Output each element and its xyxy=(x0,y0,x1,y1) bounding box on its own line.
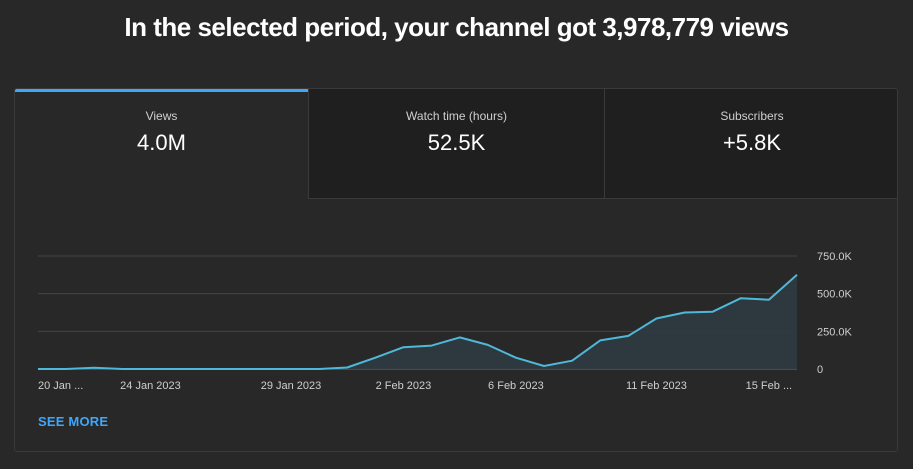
data-point[interactable] xyxy=(653,316,659,322)
tab-views[interactable]: Views 4.0M xyxy=(15,89,309,199)
data-point[interactable] xyxy=(597,337,603,343)
views-area-fill xyxy=(38,274,797,369)
data-point[interactable] xyxy=(710,309,716,315)
chart-area-layer xyxy=(35,272,800,372)
analytics-card: Views 4.0M Watch time (hours) 52.5K Subs… xyxy=(14,88,898,452)
data-point[interactable] xyxy=(457,334,463,340)
page-headline: In the selected period, your channel got… xyxy=(124,12,789,42)
tab-views-value: 4.0M xyxy=(137,130,186,155)
data-point[interactable] xyxy=(316,366,322,372)
x-tick-label: 6 Feb 2023 xyxy=(488,380,544,392)
tab-subscribers[interactable]: Subscribers +5.8K xyxy=(605,89,897,199)
data-point[interactable] xyxy=(344,364,350,370)
x-tick-label: 24 Jan 2023 xyxy=(120,380,181,392)
metric-tabs: Views 4.0M Watch time (hours) 52.5K Subs… xyxy=(15,89,897,199)
tab-watch-time-label: Watch time (hours) xyxy=(406,109,507,123)
data-point[interactable] xyxy=(288,366,294,372)
x-tick-label: 15 Feb ... xyxy=(746,380,792,392)
tab-watch-time[interactable]: Watch time (hours) 52.5K xyxy=(309,89,605,199)
see-more-link[interactable]: SEE MORE xyxy=(38,414,109,429)
data-point[interactable] xyxy=(682,310,688,316)
y-tick-label: 250.0K xyxy=(817,326,853,338)
tab-subscribers-value: +5.8K xyxy=(722,130,782,155)
data-point[interactable] xyxy=(119,366,125,372)
data-point[interactable] xyxy=(372,355,378,361)
y-tick-label: 750.0K xyxy=(817,251,853,263)
views-chart[interactable]: 0 250.0K 500.0K 750.0K 20 Jan ... 24 Jan 202… xyxy=(15,89,898,452)
x-tick-label: 11 Feb 2023 xyxy=(626,380,687,392)
y-tick-label: 0 xyxy=(817,364,823,376)
views-series-line xyxy=(38,274,798,370)
data-point[interactable] xyxy=(569,358,575,364)
data-point[interactable] xyxy=(625,333,631,339)
data-point[interactable] xyxy=(176,366,182,372)
data-point[interactable] xyxy=(91,365,97,371)
data-point[interactable] xyxy=(63,366,69,372)
data-point[interactable] xyxy=(513,355,519,361)
data-point[interactable] xyxy=(204,366,210,372)
data-point[interactable] xyxy=(485,342,491,348)
tab-subscribers-label: Subscribers xyxy=(720,109,784,123)
tab-watch-time-value: 52.5K xyxy=(427,130,486,155)
data-point[interactable] xyxy=(260,366,266,372)
data-point[interactable] xyxy=(147,366,153,372)
x-tick-label: 20 Jan ... xyxy=(38,380,83,392)
data-point[interactable] xyxy=(541,363,547,369)
data-point[interactable] xyxy=(738,295,744,301)
x-tick-label: 29 Jan 2023 xyxy=(261,380,322,392)
data-point[interactable] xyxy=(232,366,238,372)
data-point[interactable] xyxy=(766,297,772,303)
y-axis-labels: 0 250.0K 500.0K 750.0K xyxy=(817,251,853,376)
data-point[interactable] xyxy=(400,344,406,350)
tab-views-label: Views xyxy=(145,109,178,123)
y-tick-label: 500.0K xyxy=(817,289,853,301)
x-tick-label: 2 Feb 2023 xyxy=(376,380,432,392)
x-axis-labels: 20 Jan ... 24 Jan 2023 29 Jan 2023 2 Feb 20… xyxy=(38,380,792,392)
data-point[interactable] xyxy=(794,272,800,278)
data-point[interactable] xyxy=(35,366,41,372)
data-point[interactable] xyxy=(429,343,435,349)
